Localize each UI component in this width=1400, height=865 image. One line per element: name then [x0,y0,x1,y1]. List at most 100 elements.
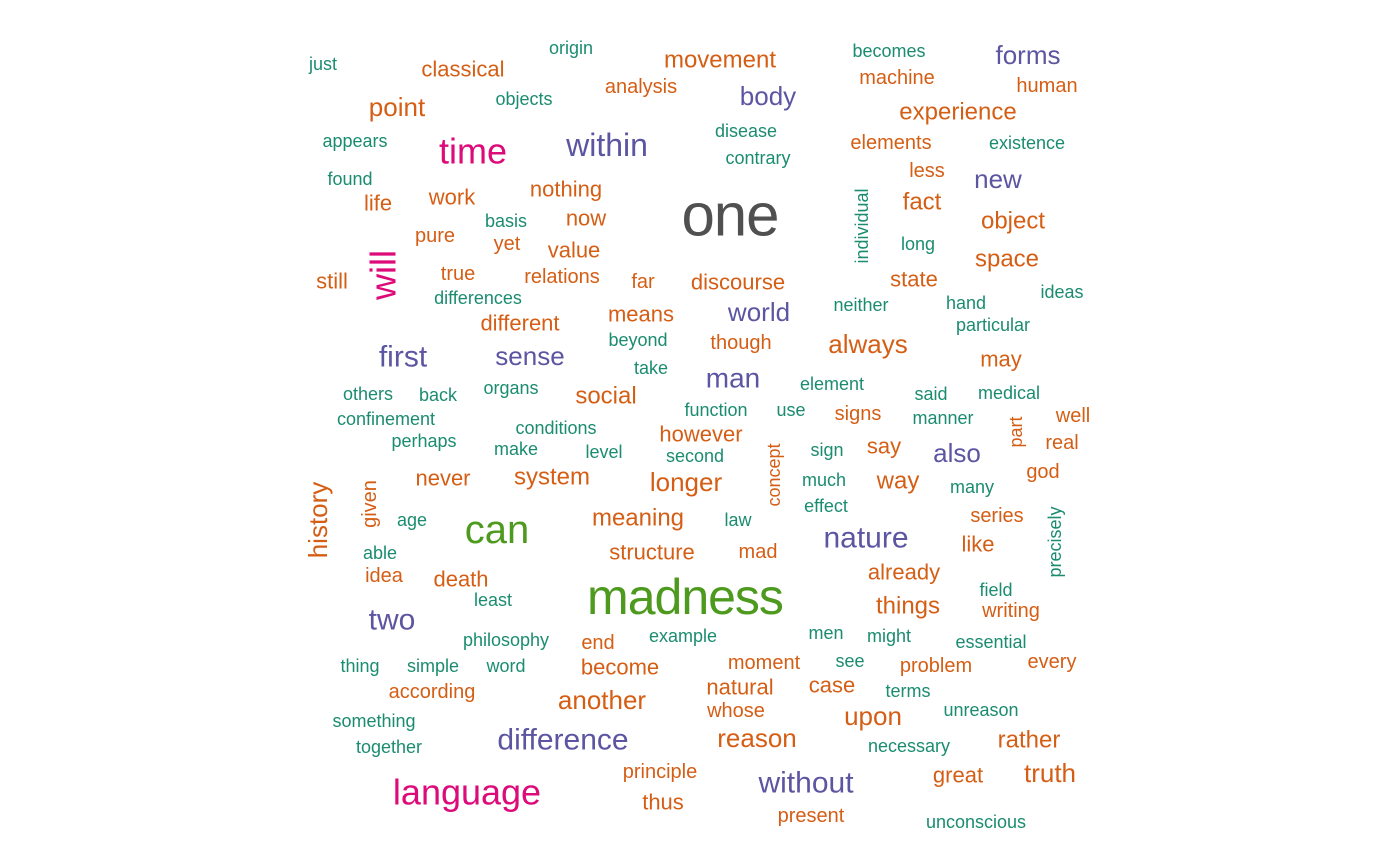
word-different: different [480,311,559,336]
word-moment: moment [728,652,801,674]
word-meaning: meaning [592,505,684,532]
word-time: time [439,131,507,172]
word-element: element [800,374,864,394]
word-others: others [343,384,393,404]
word-body: body [740,81,796,111]
word-long: long [901,234,935,254]
word-reason: reason [717,723,797,753]
word-ideas: ideas [1040,282,1083,302]
word-something: something [332,711,415,731]
word-thing: thing [340,656,379,676]
word-existence: existence [989,133,1065,153]
word-two: two [369,604,416,637]
word-series: series [970,505,1023,527]
word-longer: longer [650,467,723,497]
word-might: might [867,626,911,646]
word-work: work [428,185,476,210]
word-whose: whose [706,700,765,722]
word-real: real [1045,432,1078,454]
word-never: never [415,466,470,491]
word-said: said [914,384,947,404]
word-effect: effect [804,496,848,516]
word-though: though [710,332,771,354]
word-pure: pure [415,225,455,247]
word-law: law [724,510,752,530]
word-back: back [419,385,458,405]
word-now: now [566,206,606,231]
word-age: age [397,510,427,530]
word-contrary: contrary [725,148,790,168]
word-fact: fact [903,189,942,216]
word-thus: thus [642,790,684,815]
word-classical: classical [421,57,504,82]
word-necessary: necessary [868,736,950,756]
word-confinement: confinement [337,409,435,429]
word-appears: appears [322,131,387,151]
word-make: make [494,439,538,459]
word-idea: idea [365,565,404,587]
word-rather: rather [998,727,1061,754]
word-always: always [828,329,907,359]
word-field: field [979,580,1012,600]
word-simple: simple [407,656,459,676]
word-still: still [316,269,348,294]
word-value: value [548,238,601,263]
word-objects: objects [495,89,552,109]
word-case: case [809,673,855,698]
word-one: one [681,182,778,249]
word-men: men [808,623,843,643]
word-problem: problem [900,655,972,677]
word-unreason: unreason [943,700,1018,720]
word-history: history [303,482,333,559]
word-principle: principle [623,761,697,783]
word-according: according [389,681,476,703]
word-beyond: beyond [608,330,667,350]
word-first: first [379,341,428,374]
word-particular: particular [956,315,1030,335]
word-natural: natural [706,675,773,700]
word-things: things [876,593,940,620]
word-forms: forms [996,40,1061,70]
word-nature: nature [823,522,908,555]
word-like: like [961,532,994,557]
word-god: god [1026,461,1059,483]
word-writing: writing [981,600,1040,622]
word-well: well [1055,405,1090,427]
word-essential: essential [955,632,1026,652]
word-true: true [441,263,475,285]
word-many: many [950,477,994,497]
word-yet: yet [494,233,521,255]
word-basis: basis [485,211,527,231]
word-become: become [581,655,659,680]
word-becomes: becomes [852,41,925,61]
word-level: level [585,442,622,462]
word-unconscious: unconscious [926,812,1026,832]
word-found: found [327,169,372,189]
word-precisely: precisely [1045,506,1065,577]
word-see: see [835,651,864,671]
word-take: take [634,358,668,378]
word-movement: movement [664,47,776,74]
word-second: second [666,446,724,466]
word-already: already [868,560,940,585]
word-can: can [465,508,530,552]
word-conditions: conditions [515,418,596,438]
word-part: part [1006,416,1026,447]
word-may: may [980,347,1022,372]
word-terms: terms [886,681,931,701]
word-space: space [975,246,1039,273]
word-world: world [727,297,790,327]
word-discourse: discourse [691,270,785,295]
word-less: less [909,160,945,182]
word-will: will [363,250,404,301]
word-man: man [706,363,760,394]
word-use: use [776,400,805,420]
word-human: human [1016,75,1077,97]
word-analysis: analysis [605,76,677,98]
word-medical: medical [978,383,1040,403]
word-life: life [364,191,392,216]
word-within: within [565,127,648,163]
word-elements: elements [850,132,931,154]
word-nothing: nothing [530,177,602,202]
